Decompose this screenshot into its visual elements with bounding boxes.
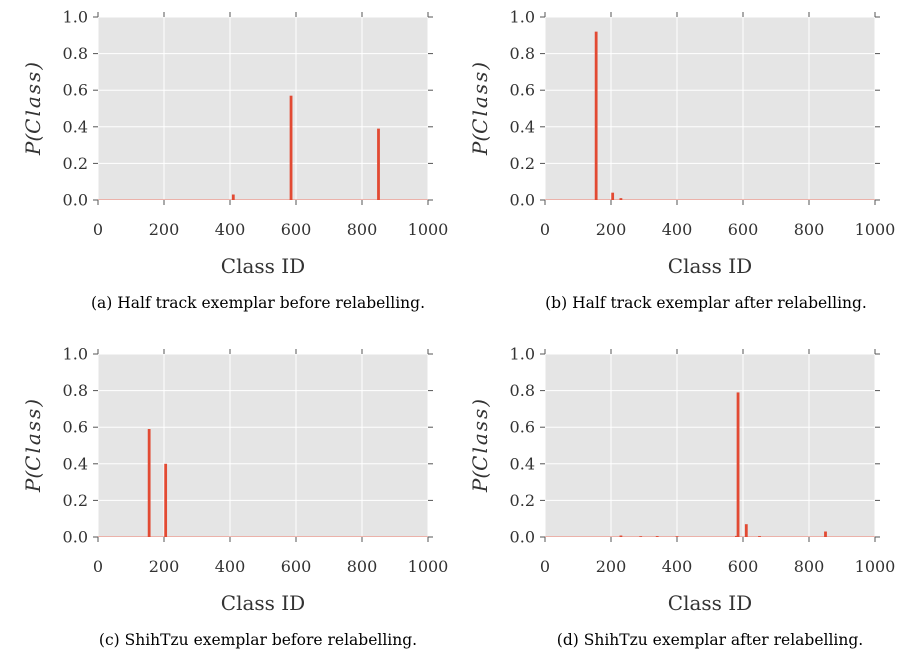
y-tick-label: 0.6 [63, 418, 88, 437]
x-tick-label: 0 [540, 220, 550, 239]
y-axis-label-prefix: P( [21, 133, 45, 156]
x-tick-label: 1000 [408, 220, 449, 239]
y-tick-label: 0.0 [510, 528, 535, 547]
y-tick-label: 1.0 [63, 8, 88, 27]
y-tick-label: 0.2 [510, 154, 535, 173]
panel-caption: (a) Half track exemplar before relabelli… [91, 294, 425, 312]
y-axis-label-suffix: ) [21, 399, 45, 408]
y-tick-label: 0.6 [510, 81, 535, 100]
x-tick-label: 200 [596, 557, 627, 576]
plot-area [545, 354, 875, 537]
y-axis-label: P(Class) [468, 62, 492, 156]
panel-caption: (c) ShihTzu exemplar before relabelling. [99, 631, 417, 649]
y-axis-label-var: Class [21, 70, 45, 134]
x-tick-label: 200 [596, 220, 627, 239]
y-tick-label: 0.4 [63, 454, 88, 473]
y-tick-label: 0.0 [63, 528, 88, 547]
bar [611, 192, 615, 200]
x-axis-label: Class ID [221, 254, 305, 278]
y-axis-label-prefix: P( [468, 470, 492, 493]
y-axis-label: P(Class) [21, 399, 45, 493]
plot-area [98, 17, 428, 200]
y-tick-label: 0.0 [510, 191, 535, 210]
y-tick-label: 1.0 [63, 345, 88, 364]
y-axis-label-prefix: P( [21, 470, 45, 493]
y-axis-label-suffix: ) [468, 62, 492, 71]
y-tick-label: 0.6 [63, 81, 88, 100]
x-axis-label: Class ID [221, 591, 305, 615]
y-tick-label: 0.6 [510, 418, 535, 437]
x-tick-label: 600 [728, 220, 759, 239]
y-axis-label-suffix: ) [21, 62, 45, 71]
x-axis-label: Class ID [668, 591, 752, 615]
x-axis-label: Class ID [668, 254, 752, 278]
x-tick-label: 1000 [408, 557, 449, 576]
x-tick-label: 400 [215, 220, 246, 239]
x-tick-label: 400 [215, 557, 246, 576]
x-tick-label: 1000 [855, 220, 896, 239]
y-tick-label: 0.8 [510, 381, 535, 400]
y-axis-label-suffix: ) [468, 399, 492, 408]
x-tick-label: 400 [662, 220, 693, 239]
x-tick-label: 600 [728, 557, 759, 576]
x-tick-label: 200 [149, 557, 180, 576]
y-tick-label: 0.2 [63, 154, 88, 173]
x-tick-label: 0 [540, 557, 550, 576]
x-tick-label: 800 [794, 557, 825, 576]
y-axis-label-var: Class [21, 407, 45, 471]
y-tick-label: 0.0 [63, 191, 88, 210]
x-tick-label: 800 [347, 557, 378, 576]
y-tick-label: 0.2 [510, 491, 535, 510]
x-tick-label: 600 [281, 557, 312, 576]
bar [619, 198, 623, 200]
x-tick-label: 800 [347, 220, 378, 239]
y-axis-label-prefix: P( [468, 133, 492, 156]
y-tick-label: 0.2 [63, 491, 88, 510]
x-tick-label: 800 [794, 220, 825, 239]
x-tick-label: 400 [662, 557, 693, 576]
bar [164, 463, 168, 537]
y-tick-label: 1.0 [510, 8, 535, 27]
chart-panel-a: 0.0 0.2 0.4 0.6 0.8 1.0 0 200 400 600 800 1000 Class… [21, 8, 448, 313]
bar [824, 531, 827, 537]
bar [231, 194, 235, 200]
y-tick-label: 1.0 [510, 345, 535, 364]
y-tick-label: 0.4 [510, 454, 535, 473]
bar [289, 95, 293, 200]
y-axis-label-var: Class [468, 70, 492, 134]
y-tick-label: 0.8 [63, 44, 88, 63]
bar [736, 392, 740, 537]
panel-caption: (b) Half track exemplar after relabellin… [545, 294, 867, 312]
y-tick-label: 0.4 [63, 117, 88, 136]
y-axis-label-var: Class [468, 407, 492, 471]
y-tick-label: 0.4 [510, 117, 535, 136]
y-tick-label: 0.8 [63, 381, 88, 400]
bar [377, 128, 380, 200]
chart-panel-b: 0.0 0.2 0.4 0.6 0.8 1.0 0 200 400 600 800 1000 Class… [468, 8, 895, 313]
x-tick-label: 1000 [855, 557, 896, 576]
plot-area [545, 17, 875, 200]
x-tick-label: 200 [149, 220, 180, 239]
x-tick-label: 600 [281, 220, 312, 239]
bar [744, 524, 748, 537]
x-tick-label: 0 [93, 220, 103, 239]
panel-caption: (d) ShihTzu exemplar after relabelling. [557, 631, 863, 649]
plot-area [98, 354, 428, 537]
bar [147, 429, 151, 537]
chart-panel-d: 0.0 0.2 0.4 0.6 0.8 1.0 0 200 400 600 800 1000 Class… [468, 345, 895, 650]
bar [594, 31, 598, 200]
y-axis-label: P(Class) [21, 62, 45, 156]
chart-panel-c: 0.0 0.2 0.4 0.6 0.8 1.0 0 200 400 600 800 1000 Class… [21, 345, 448, 650]
y-axis-label: P(Class) [468, 399, 492, 493]
x-tick-label: 0 [93, 557, 103, 576]
y-tick-label: 0.8 [510, 44, 535, 63]
